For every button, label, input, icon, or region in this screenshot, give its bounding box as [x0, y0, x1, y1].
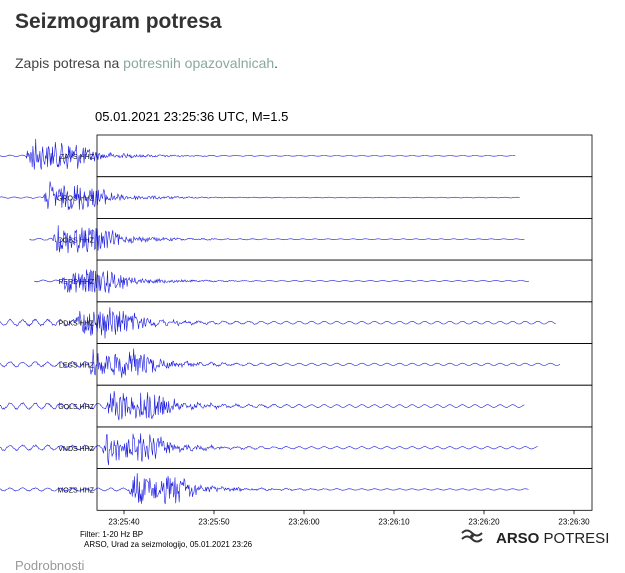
station-label: LEGS HHZ: [59, 362, 95, 369]
station-label: DOBS HHZ: [58, 237, 95, 244]
panel-frame: [96, 426, 593, 469]
x-tick-label: 23:25:50: [198, 517, 230, 526]
source-note: ARSO, Urad za seizmologijo, 05.01.2021 2…: [84, 540, 253, 549]
waveform-trace: [0, 138, 516, 170]
waveform-trace: [0, 307, 556, 339]
seismogram-figure: 05.01.2021 23:25:36 UTC, M=1.5 ZAVS HHZ G…: [0, 100, 625, 566]
x-tick-label: 23:25:40: [108, 517, 140, 526]
arso-logo-icon: [461, 529, 483, 543]
trace-panel: PDKS HHZ: [0, 301, 593, 344]
trace-panel: VNDS HHZ: [0, 426, 593, 469]
panel-frame: [96, 468, 593, 511]
trace-panel: LEGS HHZ: [0, 343, 593, 386]
station-label: PDKS HHZ: [59, 321, 95, 328]
trace-panel: DOBS HHZ: [29, 218, 593, 261]
waveform-trace: [0, 348, 561, 378]
trace-panel: ZAVS HHZ: [0, 134, 593, 178]
trace-panel: PERS HHZ: [33, 259, 593, 303]
waveform-trace: [33, 269, 529, 294]
seismogram-chart: 05.01.2021 23:25:36 UTC, M=1.5 ZAVS HHZ G…: [0, 109, 609, 549]
intro-suffix: .: [274, 55, 279, 71]
x-tick-label: 23:26:20: [468, 517, 500, 526]
brand-name-light: POTRESI: [539, 530, 609, 547]
brand-name: ARSO POTRESI: [496, 530, 609, 547]
station-label: VNDS HHZ: [58, 446, 95, 453]
trace-panel: GOLS HHZ: [0, 384, 593, 428]
filter-note: Filter: 1-20 Hz BP: [80, 530, 143, 539]
panel-frame: [96, 301, 593, 344]
panel-frame: [96, 384, 593, 428]
intro-prefix: Zapis potresa na: [15, 55, 124, 71]
chart-title: 05.01.2021 23:25:36 UTC, M=1.5: [95, 109, 288, 124]
intro-text: Zapis potresa na potresnih opazovalnicah…: [15, 55, 278, 71]
waveform-trace: [0, 433, 538, 466]
page-title: Seizmogram potresa: [15, 10, 222, 33]
brand-name-bold: ARSO: [496, 530, 540, 547]
station-label: GROS HHZ: [57, 196, 95, 203]
station-label: MOZS HHZ: [57, 487, 94, 494]
trace-panel: MOZS HHZ: [0, 468, 593, 511]
waveform-trace: [0, 472, 529, 505]
x-axis-ticks: 23:25:40 23:25:50 23:26:00 23:26:10 23:26:20…: [108, 510, 590, 526]
waveform-trace: [0, 181, 520, 211]
waveform-trace: [0, 390, 525, 421]
x-tick-label: 23:26:30: [558, 517, 590, 526]
x-tick-label: 23:26:10: [378, 517, 410, 526]
waveform-trace: [29, 225, 525, 254]
trace-panel: GROS HHZ: [0, 176, 593, 219]
x-tick-label: 23:26:00: [288, 517, 320, 526]
trace-panels: ZAVS HHZ GROS HHZ DOBS HHZ PERS HHZ PDKS HHZ…: [0, 134, 593, 511]
stations-link[interactable]: potresnih opazovalnicah: [123, 55, 275, 71]
